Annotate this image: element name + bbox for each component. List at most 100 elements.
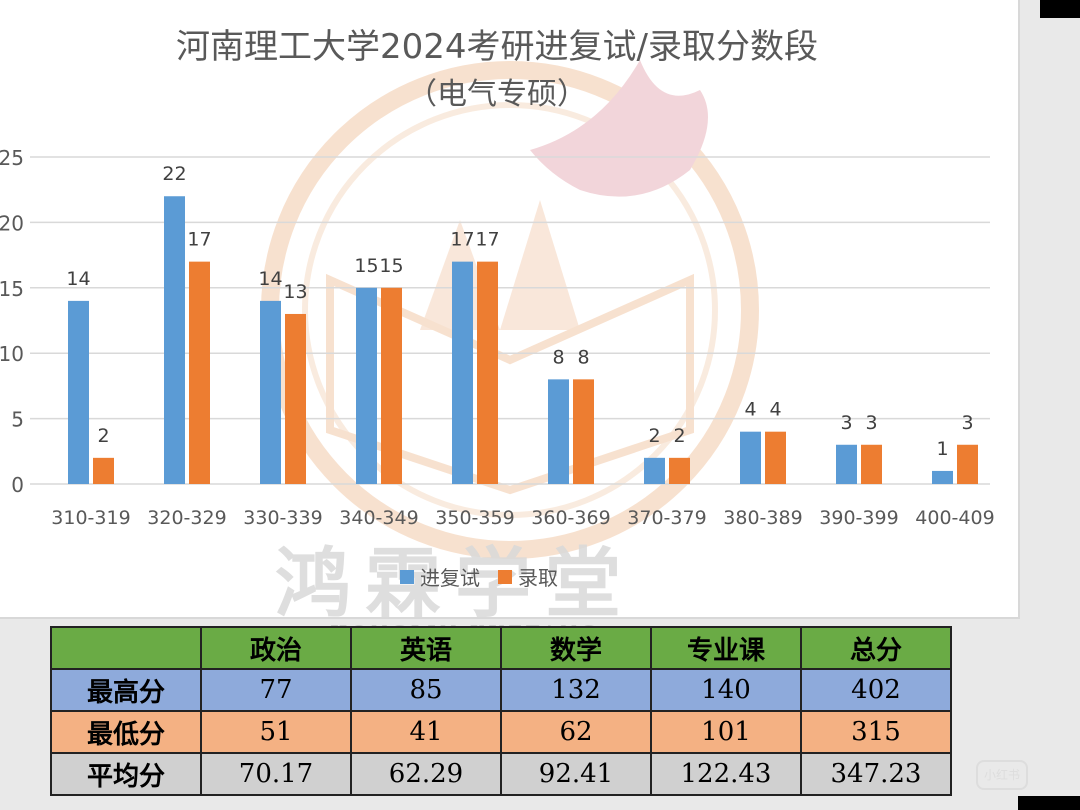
data-label: 14 [258, 268, 282, 290]
data-label: 2 [673, 425, 685, 447]
x-tick-label: 310-319 [51, 507, 130, 529]
bar-series-2 [93, 457, 114, 484]
x-tick-label: 360-369 [531, 507, 610, 529]
table-cell: 315 [800, 710, 952, 754]
y-axis-ticks: 0 5 10 15 20 25 [0, 146, 24, 497]
data-label: 2 [648, 425, 660, 447]
corner-tab [1040, 0, 1080, 18]
x-tick-label: 390-399 [819, 507, 898, 529]
data-label: 4 [769, 399, 781, 421]
row-label: 平均分 [50, 752, 202, 796]
chart-legend: 进复试 录取 [400, 562, 568, 591]
bar-series-1 [644, 457, 665, 484]
bar-series-1 [932, 470, 953, 484]
table-cell: 347.23 [800, 752, 952, 796]
data-label: 22 [162, 163, 186, 185]
data-label: 1 [936, 438, 948, 460]
bird-icon [530, 60, 708, 197]
data-label: 4 [744, 399, 756, 421]
table-cell: 92.41 [500, 752, 652, 796]
data-label: 8 [577, 346, 589, 368]
xiaohongshu-badge: 小红书 [976, 760, 1028, 790]
y-tick-label: 0 [11, 473, 24, 497]
bar-series-1 [68, 300, 89, 484]
bar-series-2 [285, 313, 306, 484]
data-label: 17 [187, 229, 211, 251]
data-label: 8 [552, 346, 564, 368]
legend-swatch-orange [498, 569, 512, 584]
table-header-row: 政治 英语 数学 专业课 总分 [50, 626, 952, 670]
bar-series-1 [164, 196, 185, 485]
table-cell: 122.43 [650, 752, 802, 796]
data-label: 3 [961, 412, 973, 434]
watermark-text: 鸿霖学堂 [275, 539, 635, 628]
data-label: 17 [475, 229, 499, 251]
data-label: 15 [379, 255, 403, 277]
table-cell: 85 [350, 668, 502, 712]
row-label: 最低分 [50, 710, 202, 754]
legend-swatch-blue [400, 569, 414, 584]
bar-series-1 [260, 300, 281, 484]
bar-series-2 [477, 261, 498, 484]
table-cell: 51 [200, 710, 352, 754]
watermark-emblem [261, 60, 759, 559]
table-cell: 402 [800, 668, 952, 712]
bar-series-2 [861, 444, 882, 484]
legend-label-series-1: 进复试 [420, 566, 480, 590]
legend-item-series-1: 进复试 [400, 562, 480, 591]
x-tick-label: 400-409 [915, 507, 994, 529]
bar-series-1 [356, 287, 377, 484]
data-label: 2 [97, 425, 109, 447]
row-label: 最高分 [50, 668, 202, 712]
bar-series-2 [381, 287, 402, 484]
chart-title: 河南理工大学2024考研进复试/录取分数段 [176, 27, 818, 67]
x-tick-label: 340-349 [339, 507, 418, 529]
table-header-cell: 英语 [350, 626, 502, 670]
table-cell: 101 [650, 710, 802, 754]
table-header-cell [50, 626, 202, 670]
x-tick-label: 330-339 [243, 507, 322, 529]
data-label: 15 [354, 255, 378, 277]
table-cell: 77 [200, 668, 352, 712]
table-cell: 70.17 [200, 752, 352, 796]
bar-series-2 [765, 431, 786, 484]
data-label: 14 [66, 268, 90, 290]
bar-series-2 [957, 444, 978, 484]
table-header-cell: 专业课 [650, 626, 802, 670]
y-tick-label: 15 [0, 277, 24, 301]
x-tick-label: 380-389 [723, 507, 802, 529]
y-tick-label: 20 [0, 211, 24, 235]
x-tick-label: 350-359 [435, 507, 514, 529]
bar-series-1 [452, 261, 473, 484]
data-label: 3 [865, 412, 877, 434]
bar-series-1 [740, 431, 761, 484]
table-cell: 41 [350, 710, 502, 754]
y-tick-label: 5 [11, 408, 24, 432]
chart-subtitle: （电气专硕） [407, 77, 587, 112]
x-tick-label: 370-379 [627, 507, 706, 529]
y-tick-label: 10 [0, 342, 24, 366]
table-cell: 62.29 [350, 752, 502, 796]
table-header-cell: 数学 [500, 626, 652, 670]
corner-tab-bottom [1018, 796, 1080, 810]
table-cell: 62 [500, 710, 652, 754]
bar-series-2 [669, 457, 690, 484]
table-header-cell: 政治 [200, 626, 352, 670]
chart-panel: 0 5 10 15 20 25 14 2 22 17 14 13 15 15 17 17 8 8 2 2 4 4 3 3 1 3… [0, 0, 1020, 628]
table-cell: 140 [650, 668, 802, 712]
x-axis-labels: 310-319 320-329 330-339 340-349 350-359 360-3… [51, 507, 994, 529]
table-header-cell: 总分 [800, 626, 952, 670]
table-cell: 132 [500, 668, 652, 712]
y-tick-label: 25 [0, 146, 24, 170]
x-tick-label: 320-329 [147, 507, 226, 529]
data-label: 3 [840, 412, 852, 434]
legend-item-series-2: 录取 [498, 562, 558, 591]
bar-series-1 [836, 444, 857, 484]
data-label: 17 [450, 229, 474, 251]
bar-series-1 [548, 379, 569, 484]
bar-series-2 [189, 261, 210, 484]
table-row: 最高分 77 85 132 140 402 [50, 668, 952, 712]
legend-label-series-2: 录取 [518, 566, 558, 590]
